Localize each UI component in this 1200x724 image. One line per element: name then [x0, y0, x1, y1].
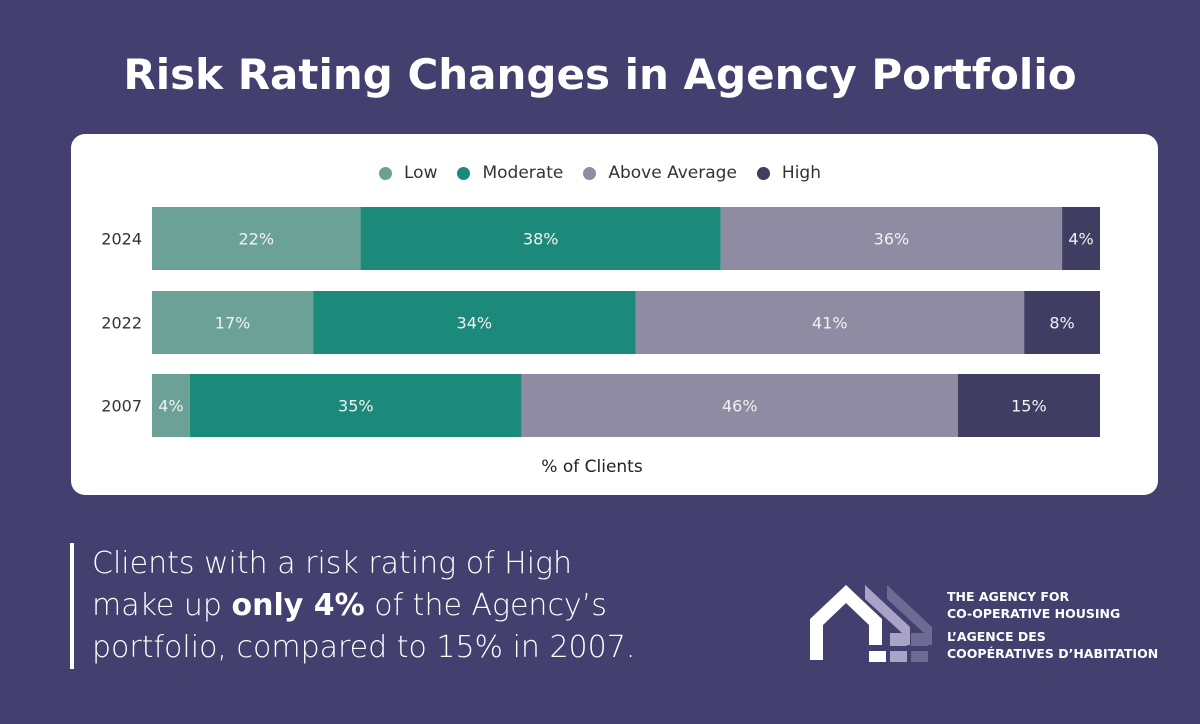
bar-segment-high — [1024, 291, 1100, 354]
org-name-en-1: THE AGENCY FOR — [947, 589, 1070, 604]
category-label: 2022 — [101, 314, 142, 333]
legend-label: Low — [404, 163, 438, 183]
legend-label: High — [781, 163, 821, 183]
data-label: 17% — [215, 314, 251, 333]
bar-segment-low — [152, 291, 314, 354]
data-label: 34% — [457, 314, 493, 333]
org-name-fr-2: COOPÉRATIVES D’HABITATION — [947, 646, 1159, 661]
legend-item: Above Average — [583, 163, 737, 183]
legend-swatch — [457, 166, 471, 180]
legend-swatch — [756, 166, 770, 180]
statement-text: of the Agency’s — [364, 588, 607, 623]
bar-segment-low — [152, 207, 361, 270]
x-axis-label: % of Clients — [541, 457, 643, 477]
bar-segment-above-average — [635, 291, 1025, 354]
data-label: 22% — [238, 230, 274, 249]
legend-item: Moderate — [457, 163, 563, 183]
bar-segment-above-average — [521, 374, 958, 437]
data-label: 38% — [523, 230, 559, 249]
data-label: 4% — [158, 397, 183, 416]
org-name-en-2: CO-OPERATIVE HOUSING — [947, 606, 1121, 621]
legend-item: High — [756, 163, 821, 183]
statement-text: make up — [92, 588, 232, 623]
page-title: Risk Rating Changes in Agency Portfolio — [123, 50, 1077, 99]
legend-item: Low — [379, 163, 437, 183]
data-label: 8% — [1049, 314, 1074, 333]
houses-logo-icon — [810, 585, 932, 662]
data-label: 36% — [874, 230, 910, 249]
bar-segment-high — [957, 374, 1100, 437]
data-label: 46% — [722, 397, 758, 416]
bar-segment-moderate — [313, 291, 636, 354]
bar-segment-moderate — [360, 207, 721, 270]
legend-swatch — [583, 166, 597, 180]
organization-name: THE AGENCY FOR CO-OPERATIVE HOUSING L’AG… — [947, 588, 1158, 662]
statement-line-1: Clients with a risk rating of High — [92, 546, 573, 581]
bar-segment-low — [152, 374, 190, 437]
legend-label: Above Average — [608, 163, 737, 183]
statement-highlight: only 4% — [231, 588, 365, 623]
key-statement: Clients with a risk rating of High make … — [70, 543, 635, 669]
data-label: 35% — [338, 397, 374, 416]
bar-segment-high — [1062, 207, 1100, 270]
data-label: 15% — [1011, 397, 1047, 416]
data-label: 41% — [812, 314, 848, 333]
chart-legend: Low Moderate Above Average High — [0, 163, 1200, 183]
legend-label: Moderate — [482, 163, 564, 183]
statement-line-2: make up only 4% of the Agency’s — [92, 585, 635, 627]
category-label: 2007 — [101, 397, 142, 416]
data-label: 4% — [1068, 230, 1093, 249]
category-label: 2024 — [101, 230, 142, 249]
statement-line-3: portfolio, compared to 15% in 2007. — [92, 630, 636, 665]
legend-swatch — [379, 166, 392, 180]
bar-segment-above-average — [720, 207, 1063, 270]
bar-segment-moderate — [189, 374, 522, 437]
org-name-fr-1: L’AGENCE DES — [947, 629, 1046, 644]
